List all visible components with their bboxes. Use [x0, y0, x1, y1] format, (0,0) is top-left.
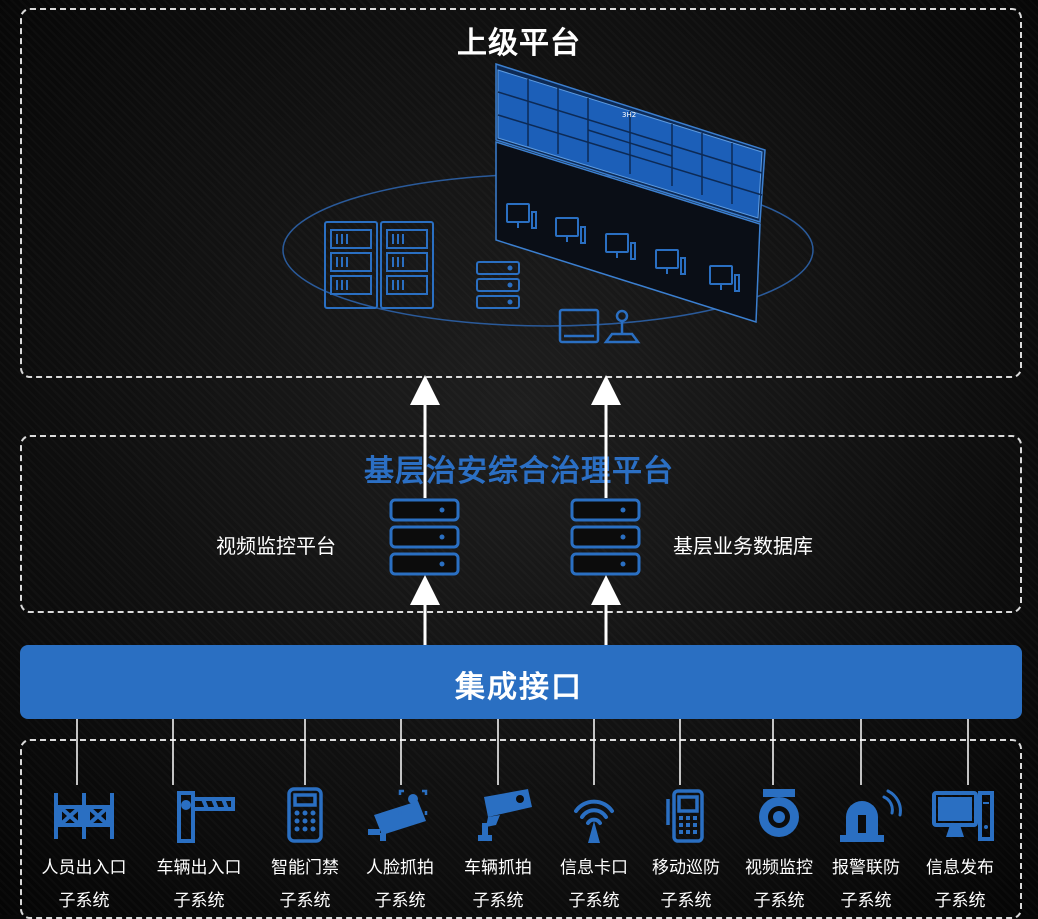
- small-server-icon: [476, 261, 520, 309]
- turnstile-icon: [54, 793, 114, 839]
- subsystem-name: 车辆出入口: [156, 858, 242, 878]
- dome-camera-icon: [759, 789, 799, 837]
- subsystem-suffix: 子系统: [840, 891, 892, 911]
- subsystem-connectors: [76, 719, 969, 785]
- subsystem-info-release: 信息发布 子系统: [912, 785, 1008, 911]
- video-wall: 3H2: [495, 62, 766, 324]
- subsystem-suffix: 子系统: [934, 891, 986, 911]
- subsystem-access-control: 智能门禁 子系统: [257, 785, 353, 911]
- antenna-icon: [574, 799, 614, 843]
- subsystem-name: 视频监控: [745, 858, 813, 878]
- alarm-light-icon: [840, 789, 902, 842]
- subsystem-suffix: 子系统: [173, 891, 225, 911]
- desktop-computer-icon: [932, 791, 994, 841]
- server-cabinet-icon: [324, 221, 434, 309]
- face-camera-icon: [368, 789, 428, 841]
- wall-label: 3H2: [622, 111, 636, 119]
- subsystem-face-capture: 人脸抓拍 子系统: [352, 785, 448, 911]
- handheld-terminal-icon: [666, 789, 704, 843]
- subsystem-name: 人脸抓拍: [366, 858, 434, 878]
- subsystem-name: 信息发布: [926, 858, 994, 878]
- cctv-camera-icon: [478, 789, 532, 841]
- keypad-icon: [287, 787, 323, 843]
- subsystem-mobile-patrol: 移动巡防 子系统: [638, 785, 734, 911]
- grassroots-platform-title: 基层治安综合治理平台: [364, 454, 674, 489]
- subsystem-suffix: 子系统: [660, 891, 712, 911]
- integration-interface-label: 集成接口: [455, 670, 583, 705]
- subsystem-vehicle-capture: 车辆抓拍 子系统: [450, 785, 546, 911]
- grassroots-platform-zone: [20, 435, 1022, 613]
- barrier-gate-icon: [177, 791, 235, 843]
- console-monitors: [506, 203, 740, 292]
- subsystem-info-checkpoint: 信息卡口 子系统: [546, 785, 642, 911]
- subsystem-people-entrance: 人员出入口 子系统: [36, 785, 132, 911]
- subsystem-name: 报警联防: [832, 858, 900, 878]
- subsystem-name: 车辆抓拍: [464, 858, 532, 878]
- subsystem-vehicle-entrance: 车辆出入口 子系统: [151, 785, 247, 911]
- subsystem-suffix: 子系统: [568, 891, 620, 911]
- subsystem-suffix: 子系统: [753, 891, 805, 911]
- subsystem-suffix: 子系统: [58, 891, 110, 911]
- subsystem-name: 信息卡口: [560, 858, 628, 878]
- upper-platform-zone: [20, 8, 1022, 378]
- operator-desk-icon: [558, 308, 641, 344]
- grassroots-business-database-label: 基层业务数据库: [673, 534, 813, 558]
- subsystem-alarm-defense: 报警联防 子系统: [818, 785, 914, 911]
- video-surveillance-platform-label: 视频监控平台: [216, 534, 336, 558]
- subsystem-suffix: 子系统: [472, 891, 524, 911]
- subsystem-video-monitoring: 视频监控 子系统: [731, 785, 827, 911]
- subsystem-name: 移动巡防: [652, 858, 720, 878]
- upper-platform-title: 上级平台: [457, 26, 581, 61]
- integration-interface-bar: [20, 645, 1022, 719]
- video-server-icon: [389, 498, 460, 576]
- subsystem-name: 智能门禁: [271, 858, 339, 878]
- subsystem-name: 人员出入口: [41, 858, 127, 878]
- database-server-icon: [570, 498, 641, 576]
- subsystem-suffix: 子系统: [374, 891, 426, 911]
- subsystem-suffix: 子系统: [279, 891, 331, 911]
